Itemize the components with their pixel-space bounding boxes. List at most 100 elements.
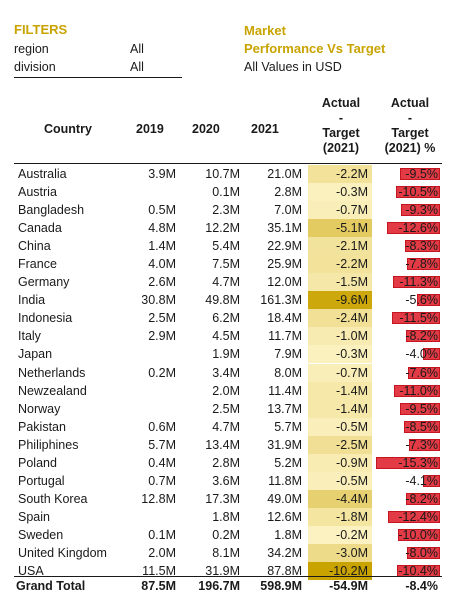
value-2021-cell: 31.9M (267, 437, 302, 452)
table-row[interactable]: Pakistan 0.6M 4.7M 5.7M -0.5M -8.5% (14, 417, 442, 436)
country-cell: Australia (18, 167, 67, 181)
value-2020-cell: 10.7M (205, 167, 240, 181)
table-header: Country 2019 2020 2021 Actual - Target (… (14, 94, 442, 164)
header-line: (2021) % (384, 141, 436, 155)
table-row[interactable]: Spain 1.8M 12.6M -1.8M -12.4% (14, 507, 442, 526)
table-row[interactable]: Bangladesh 0.5M 2.3M 7.0M -0.7M -9.3% (14, 201, 442, 220)
country-cell: Pakistan (18, 419, 66, 434)
table-row[interactable]: Philiphines 5.7M 13.4M 31.9M -2.5M -7.3% (14, 435, 442, 454)
filter-value[interactable]: All (130, 42, 144, 56)
diff-cell: -2.2M (308, 255, 372, 274)
value-2021-cell: 87.8M (267, 564, 302, 579)
filter-value[interactable]: All (130, 60, 144, 74)
pct-cell: -9.5% (374, 165, 442, 183)
header-line: - (407, 111, 413, 125)
pct-cell: -5.6% (374, 291, 442, 309)
table-row[interactable]: Netherlands 0.2M 3.4M 8.0M -0.7M -7.6% (14, 363, 442, 382)
table-row[interactable]: United Kingdom 2.0M 8.1M 34.2M -3.0M -8.0% (14, 543, 442, 562)
country-cell: Bangladesh (18, 203, 85, 218)
value-2019-cell: 30.8M (141, 293, 176, 308)
header-line: Target (322, 126, 360, 140)
value-2019-cell (128, 508, 176, 526)
country-cell: South Korea (18, 491, 88, 506)
table-row[interactable]: USA 11.5M 31.9M 87.8M -10.2M -10.4% (14, 562, 442, 581)
pct-cell: -7.3% (374, 436, 442, 454)
value-2020-cell: 2.5M (212, 401, 240, 416)
table-row[interactable]: Sweden 0.1M 0.2M 1.8M -0.2M -10.0% (14, 525, 442, 544)
table-row[interactable]: France 4.0M 7.5M 25.9M -2.2M -7.8% (14, 255, 442, 274)
pct-text: -8.5% (405, 419, 438, 434)
value-2021-cell: 21.0M (267, 167, 302, 181)
country-cell: Indonesia (18, 311, 73, 326)
pct-text: -12.4% (398, 509, 438, 524)
value-2019-cell: 4.8M (148, 221, 176, 236)
value-2020-cell: 0.1M (212, 185, 240, 200)
pct-cell: -15.3% (374, 454, 442, 472)
value-2020-cell: 49.8M (205, 293, 240, 308)
filters-title: FILTERS (14, 22, 68, 37)
total-diff: -54.9M (329, 579, 368, 593)
diff-cell: -1.8M (308, 507, 372, 526)
diff-cell: -4.4M (308, 489, 372, 508)
pct-text: -12.6% (398, 221, 438, 236)
table-row[interactable]: Indonesia 2.5M 6.2M 18.4M -2.4M -11.5% (14, 309, 442, 328)
pct-bar (401, 204, 440, 217)
diff-cell: -3.0M (308, 543, 372, 562)
table-row[interactable]: Australia 3.9M 10.7M 21.0M -2.2M -9.5% (14, 165, 442, 183)
table-row[interactable]: India 30.8M 49.8M 161.3M -9.6M -5.6% (14, 291, 442, 310)
country-cell: France (18, 257, 57, 272)
table-row[interactable]: Italy 2.9M 4.5M 11.7M -1.0M -8.2% (14, 327, 442, 346)
pct-bar (396, 186, 440, 199)
country-cell: Canada (18, 221, 62, 236)
pct-cell: -11.0% (374, 382, 442, 400)
header-2019[interactable]: 2019 (136, 122, 164, 136)
value-2019-cell: 0.7M (148, 473, 176, 488)
value-2019-cell: 0.1M (148, 527, 176, 542)
value-2020-cell: 4.5M (212, 329, 240, 344)
table-row[interactable]: South Korea 12.8M 17.3M 49.0M -4.4M -8.2% (14, 489, 442, 508)
filter-division[interactable]: division All (14, 58, 182, 76)
table-row[interactable]: Austria 0.1M 2.8M -0.3M -10.5% (14, 183, 442, 202)
country-cell: India (18, 293, 46, 308)
diff-cell: -2.1M (308, 237, 372, 256)
total-2021: 598.9M (260, 579, 302, 593)
pct-text: -8.2% (405, 329, 438, 344)
pct-text: -8.0% (405, 545, 438, 560)
diff-cell: -0.7M (308, 363, 372, 382)
value-2021-cell: 11.8M (268, 473, 302, 488)
country-cell: China (18, 239, 51, 254)
table-row[interactable]: Germany 2.6M 4.7M 12.0M -1.5M -11.3% (14, 273, 442, 292)
header-actual-minus-target[interactable]: Actual - Target (2021) (310, 96, 372, 156)
value-2019-cell: 2.0M (148, 545, 176, 560)
pct-cell: -9.3% (374, 201, 442, 219)
pct-bar (400, 168, 440, 180)
table-row[interactable]: Japan 1.9M 7.9M -0.3M -4.0% (14, 345, 442, 364)
value-2019-cell: 11.5M (142, 564, 176, 579)
filters-panel: FILTERS region All division All (14, 22, 182, 78)
value-2020-cell: 2.3M (212, 203, 240, 218)
pct-text: -7.8% (405, 257, 438, 272)
pct-text: -7.3% (405, 437, 438, 452)
header-2021[interactable]: 2021 (251, 122, 279, 136)
market-title-line2: Performance Vs Target (244, 41, 386, 56)
pct-text: -15.3% (398, 455, 438, 470)
pct-bar (406, 546, 440, 559)
value-2020-cell: 4.7M (212, 275, 240, 290)
pct-bar (416, 294, 440, 307)
total-2020: 196.7M (198, 579, 240, 593)
filter-region[interactable]: region All (14, 40, 182, 58)
table-row[interactable]: Poland 0.4M 2.8M 5.2M -0.9M -15.3% (14, 453, 442, 472)
table-row[interactable]: China 1.4M 5.4M 22.9M -2.1M -8.3% (14, 237, 442, 256)
table-row[interactable]: Portugal 0.7M 3.6M 11.8M -0.5M -4.1% (14, 471, 442, 490)
header-country[interactable]: Country (44, 122, 92, 136)
table-row[interactable]: Newzealand 2.0M 11.4M -1.4M -11.0% (14, 381, 442, 400)
value-2019-cell: 0.2M (148, 365, 176, 380)
header-actual-minus-target-pct[interactable]: Actual - Target (2021) % (376, 96, 444, 156)
pct-bar (392, 276, 440, 289)
value-2019-cell (128, 183, 176, 201)
pct-text: -10.4% (398, 564, 438, 579)
header-2020[interactable]: 2020 (192, 122, 220, 136)
pct-bar (405, 492, 440, 505)
table-row[interactable]: Canada 4.8M 12.2M 35.1M -5.1M -12.6% (14, 219, 442, 238)
table-row[interactable]: Norway 2.5M 13.7M -1.4M -9.5% (14, 399, 442, 418)
